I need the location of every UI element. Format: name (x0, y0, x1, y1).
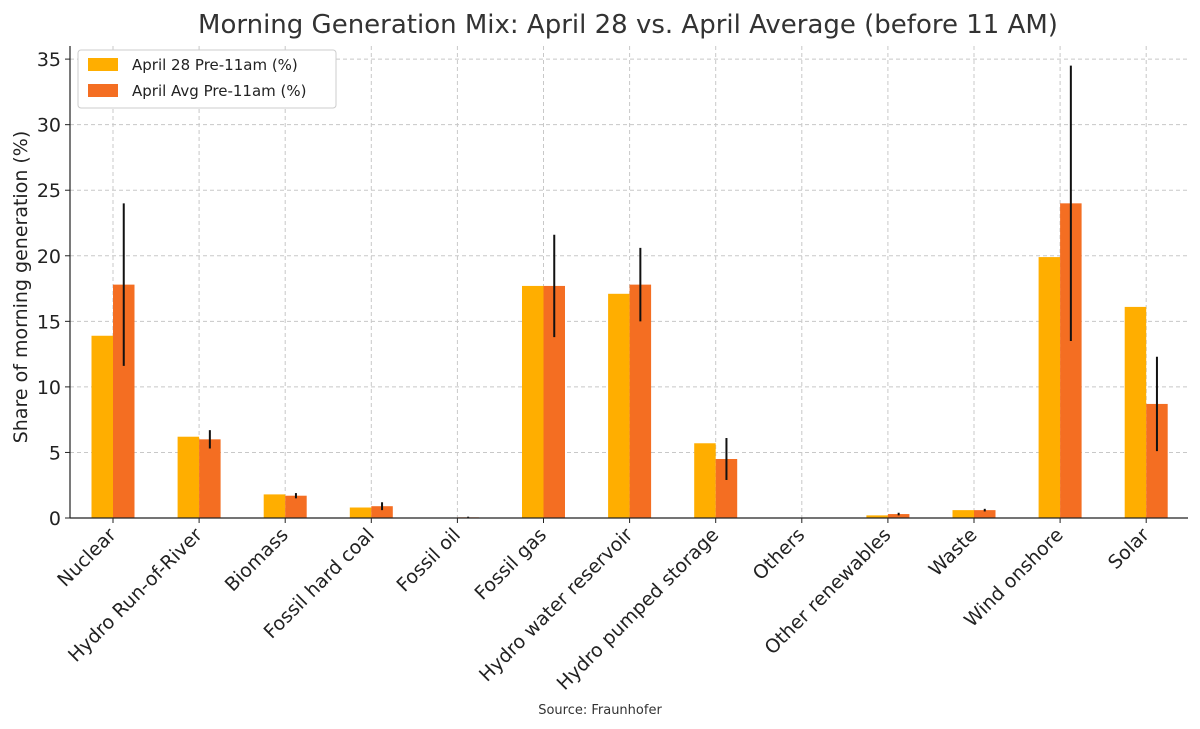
bar-april-avg (629, 284, 652, 518)
bar-april-avg (715, 459, 738, 518)
bar-april-avg (199, 439, 221, 518)
error-bars (122, 65, 1158, 518)
bar-april-avg (887, 514, 910, 518)
chart-title: Morning Generation Mix: April 28 vs. Apr… (198, 10, 1058, 40)
y-tick-label: 25 (37, 180, 61, 202)
legend-swatch-april-avg (88, 84, 118, 97)
x-tick-label: Hydro pumped storage (553, 524, 724, 695)
x-tick-label: Fossil gas (471, 524, 552, 605)
y-tick-label: 35 (37, 49, 61, 71)
y-tick-label: 20 (37, 246, 61, 268)
bar-april-avg (371, 506, 393, 518)
y-ticks: 0 5 10 15 20 25 30 35 (37, 49, 70, 530)
legend-label-april-avg: April Avg Pre-11am (%) (132, 82, 306, 100)
legend: April 28 Pre-11am (%) April Avg Pre-11am… (77, 49, 337, 109)
bar-april-28 (952, 510, 974, 518)
legend-frame (77, 49, 337, 109)
source-note: Source: Fraunhofer (538, 703, 662, 718)
bar-april-avg (543, 285, 565, 518)
bar-april-28 (263, 494, 286, 518)
bar-april-avg (974, 510, 996, 518)
bar-april-avg (285, 495, 307, 518)
x-tick-label: Others (749, 524, 810, 585)
legend-label-april-28: April 28 Pre-11am (%) (132, 56, 298, 74)
x-tick-label: Waste (925, 524, 982, 581)
x-tick-label: Hydro water reservoir (475, 524, 637, 686)
y-axis-label: Share of morning generation (%) (10, 131, 32, 444)
bars (91, 203, 1168, 519)
x-tick-label: Nuclear (53, 524, 120, 591)
bar-april-28 (177, 436, 200, 518)
bar-april-28 (91, 335, 113, 518)
bar-april-avg (1060, 203, 1082, 519)
y-tick-label: 30 (37, 115, 61, 137)
y-tick-label: 10 (37, 377, 61, 399)
y-tick-label: 15 (37, 311, 61, 333)
x-tick-label: Biomass (221, 524, 293, 596)
x-tick-label: Fossil oil (392, 524, 464, 596)
y-tick-label: 0 (49, 508, 61, 530)
y-tick-label: 5 (49, 442, 61, 464)
bar-april-28 (1038, 257, 1061, 518)
bar-april-28 (608, 293, 630, 518)
bar-april-28 (522, 285, 544, 518)
bar-april-28 (1124, 306, 1147, 518)
bar-april-28 (349, 507, 372, 518)
bar-april-28 (694, 443, 716, 518)
bar-april-avg (1146, 403, 1168, 518)
x-tick-label: Solar (1104, 524, 1154, 574)
bar-april-avg (113, 284, 135, 518)
legend-swatch-april-28 (88, 58, 118, 71)
bar-april-28 (866, 515, 888, 518)
